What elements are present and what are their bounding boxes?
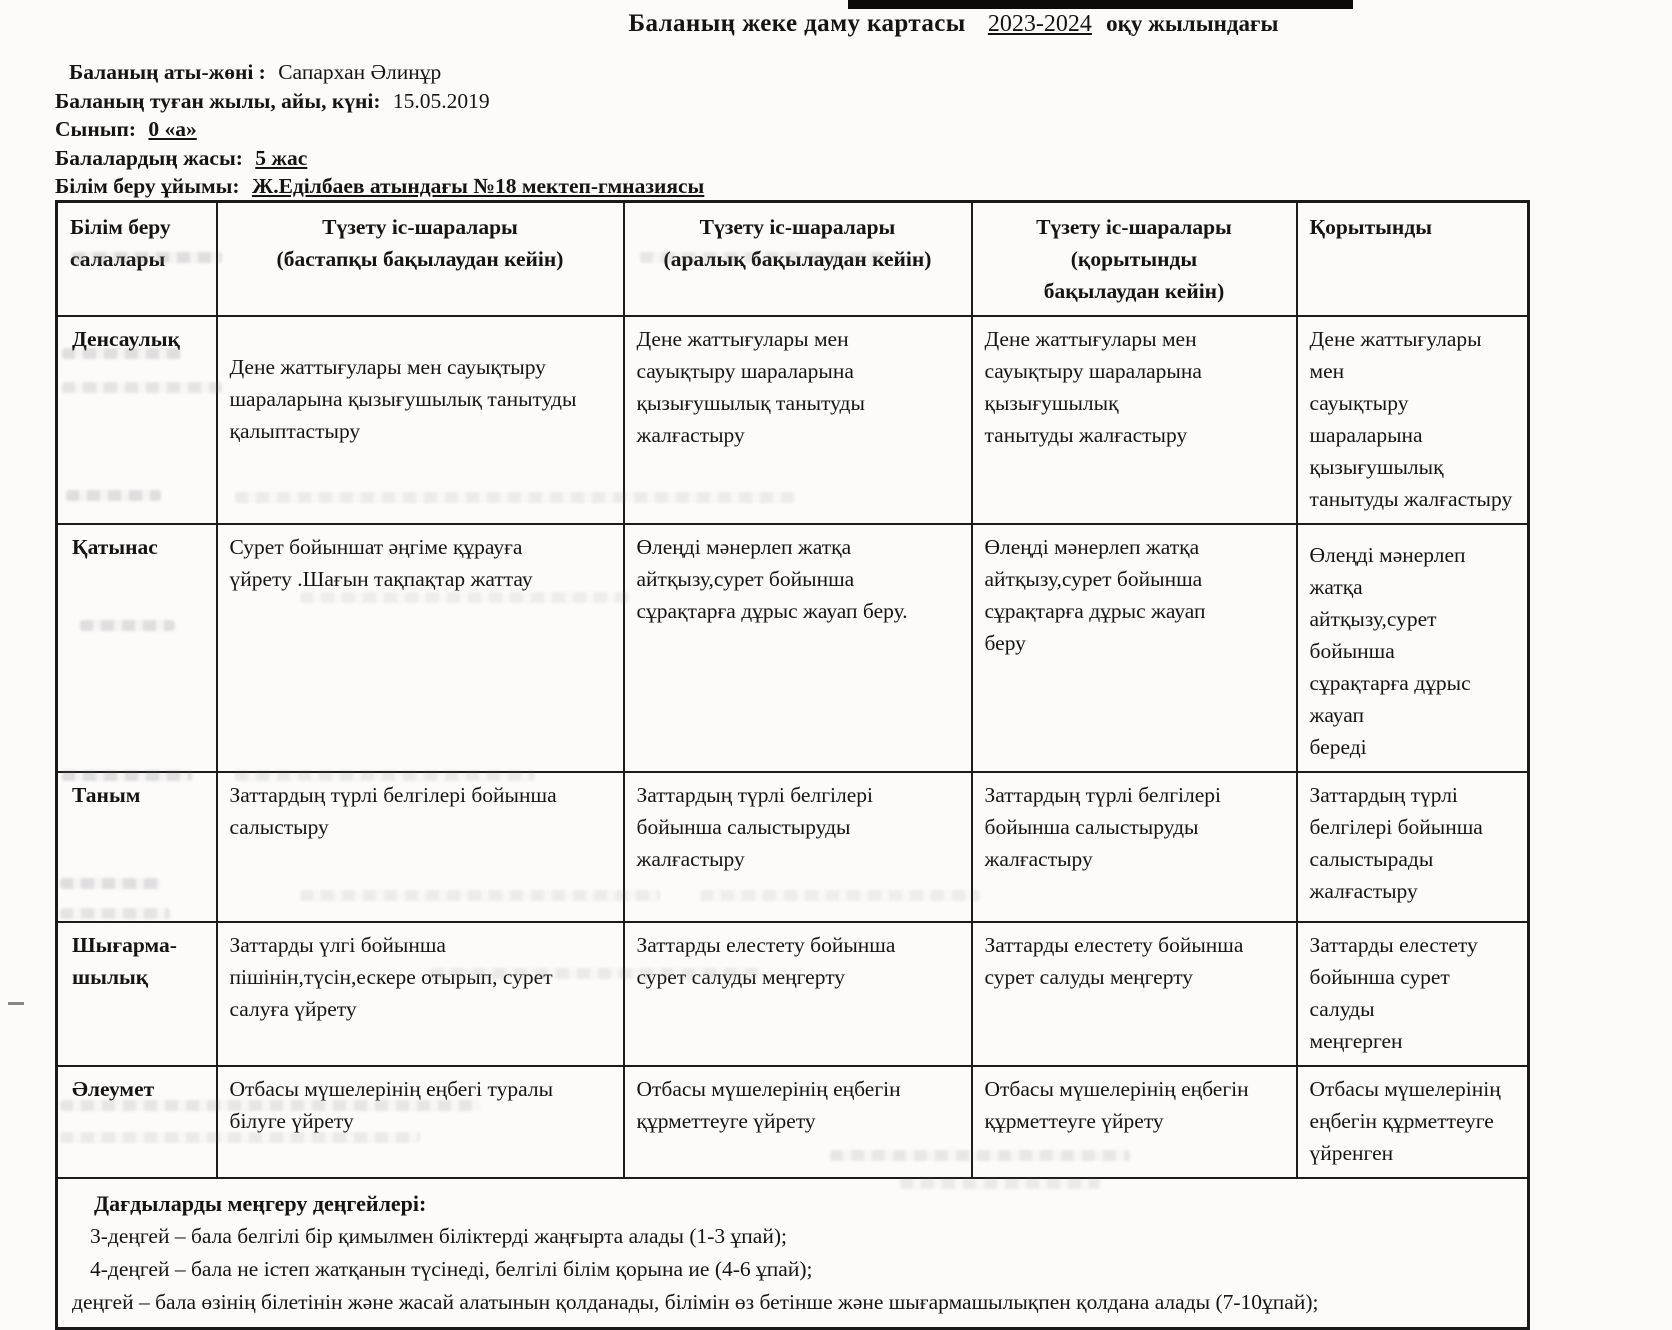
info-value-name: Сапархан Әлинұр <box>278 60 442 84</box>
cell-qatynas-final: Өлеңді мәнерлеп жатқа айтқызу,сурет бойы… <box>970 523 1298 773</box>
bleed-through-artifact <box>60 908 170 919</box>
table-row-shygarmashylyq: Шығарма- шылық Заттарды үлгі бойынша піш… <box>55 921 1530 1067</box>
bleed-through-artifact <box>700 890 980 901</box>
table-row-tanym: Таным Заттардың түрлі белгілері бойынша … <box>55 771 1530 923</box>
table-header-row: Білім беру салалары Түзету іс-шаралары (… <box>55 200 1530 317</box>
area-cell-densaulyq: Денсаулық <box>55 315 218 525</box>
bleed-through-artifact <box>830 1150 1130 1161</box>
info-line-organization: Білім беру ұйымы: Ж.Еділбаев атындағы №1… <box>55 172 704 201</box>
cell-densaulyq-final: Дене жаттығулары мен сауықтыру шараларын… <box>970 315 1298 525</box>
development-table: Білім беру салалары Түзету іс-шаралары (… <box>55 200 1530 1330</box>
legend-item-level3: 3-деңгей – бала белгілі бір қимылмен біл… <box>90 1224 787 1248</box>
cell-shygarmashylyq-initial: Заттарды үлгі бойынша пішінін,түсін,еске… <box>215 921 625 1067</box>
school-year-suffix: оқу жылындағы <box>1106 11 1279 36</box>
info-value-organization: Ж.Еділбаев атындағы №18 мектеп-гмназиясы <box>251 174 705 198</box>
cell-tanym-final: Заттардың түрлі белгілері бойынша салыст… <box>970 771 1298 923</box>
info-value-class: 0 «а» <box>148 117 197 141</box>
school-year: 2023-2024 <box>987 11 1092 37</box>
info-line-birthdate: Баланың туған жылы, айы, күні: 15.05.201… <box>55 87 704 116</box>
info-label-birthdate: Баланың туған жылы, айы, күні: <box>55 88 381 113</box>
cell-tanym-intermediate: Заттардың түрлі белгілері бойынша салыст… <box>622 771 973 923</box>
info-line-class: Сынып: 0 «а» <box>55 115 704 144</box>
area-cell-qatynas: Қатынас <box>55 523 218 773</box>
development-table-wrap: Білім беру салалары Түзету іс-шаралары (… <box>55 200 1530 1330</box>
legend-row: Дағдыларды меңгеру деңгейлері: 3-деңгей … <box>55 1177 1530 1330</box>
cell-qatynas-intermediate: Өлеңді мәнерлеп жатқа айтқызу,сурет бойы… <box>622 523 973 773</box>
info-line-age: Балалардың жасы: 5 жас <box>55 144 704 173</box>
document-title: Баланың жеке даму картасы <box>628 10 966 37</box>
info-line-name: Баланың аты-жөні : Сапархан Әлинұр <box>55 58 704 87</box>
header-education-areas: Білім беру салалары <box>55 200 218 317</box>
info-label-name: Баланың аты-жөні : <box>69 60 266 84</box>
legend-title: Дағдыларды меңгеру деңгейлері: <box>94 1191 427 1216</box>
scan-dash-artifact <box>8 1002 24 1005</box>
bleed-through-artifact <box>66 490 161 501</box>
cell-aleumet-initial: Отбасы мүшелерінің еңбегі туралы білуге … <box>215 1065 625 1179</box>
info-label-age: Балалардың жасы: <box>55 145 243 170</box>
cell-shygarmashylyq-conclusion: Заттарды елестету бойынша сурет салуды м… <box>1295 921 1530 1067</box>
document-title-line: Баланың жеке даму картасы 2023-2024 оқу … <box>0 10 1672 38</box>
cell-tanym-conclusion: Заттардың түрлі белгілері бойынша салыст… <box>1295 771 1530 923</box>
info-label-organization: Білім беру ұйымы: <box>55 174 240 198</box>
legend-item-level4: 4-деңгей – бала не істеп жатқанын түсіне… <box>90 1257 813 1281</box>
cell-aleumet-intermediate: Отбасы мүшелерінің еңбегін құрметтеуге ү… <box>622 1065 973 1179</box>
cell-qatynas-conclusion: Өлеңді мәнерлеп жатқа айтқызу,сурет бойы… <box>1295 523 1530 773</box>
cell-aleumet-final: Отбасы мүшелерінің еңбегін құрметтеуге ү… <box>970 1065 1298 1179</box>
student-info-block: Баланың аты-жөні : Сапархан Әлинұр Балан… <box>55 58 704 201</box>
info-value-age: 5 жас <box>255 145 308 170</box>
bleed-through-artifact <box>62 348 182 359</box>
table-row-aleumet: Әлеумет Отбасы мүшелерінің еңбегі туралы… <box>55 1065 1530 1179</box>
header-correction-final: Түзету іс-шаралары (қорытынды бақылаудан… <box>970 200 1298 317</box>
bleed-through-artifact <box>62 382 222 393</box>
area-cell-shygarmashylyq: Шығарма- шылық <box>55 921 218 1067</box>
bleed-through-artifact <box>235 770 535 781</box>
table-row-qatynas: Қатынас Сурет бойыншат әңгіме құрауға үй… <box>55 523 1530 773</box>
bleed-through-artifact <box>300 592 630 603</box>
table-row-densaulyq: Денсаулық Дене жаттығулары мен сауықтыру… <box>55 315 1530 525</box>
scan-redaction-bar <box>848 0 1353 9</box>
bleed-through-artifact <box>60 878 160 889</box>
bleed-through-artifact <box>60 1100 480 1111</box>
cell-shygarmashylyq-final: Заттарды елестету бойынша сурет салуды м… <box>970 921 1298 1067</box>
info-label-class: Сынып: <box>55 117 137 141</box>
bleed-through-artifact <box>900 1178 1100 1189</box>
cell-qatynas-initial: Сурет бойыншат әңгіме құрауға үйрету .Ша… <box>215 523 625 773</box>
bleed-through-artifact <box>300 890 660 901</box>
bleed-through-artifact <box>62 770 192 781</box>
info-value-birthdate: 15.05.2019 <box>392 88 490 113</box>
cell-densaulyq-initial: Дене жаттығулары мен сауықтыру шараларын… <box>215 315 625 525</box>
legend-cell: Дағдыларды меңгеру деңгейлері: 3-деңгей … <box>55 1177 1530 1330</box>
cell-aleumet-conclusion: Отбасы мүшелерінің еңбегін құрметтеуге ү… <box>1295 1065 1530 1179</box>
header-correction-intermediate: Түзету іс-шаралары (аралық бақылаудан ке… <box>622 200 973 317</box>
area-cell-aleumet: Әлеумет <box>55 1065 218 1179</box>
cell-tanym-initial: Заттардың түрлі белгілері бойынша салыст… <box>215 771 625 923</box>
bleed-through-artifact <box>430 968 760 979</box>
legend-item-level5: деңгей – бала өзінің білетінін және жаса… <box>72 1290 1319 1314</box>
header-conclusion: Қорытынды <box>1295 200 1530 317</box>
bleed-through-artifact <box>72 252 222 263</box>
bleed-through-artifact <box>60 1132 420 1143</box>
bleed-through-artifact <box>80 620 175 631</box>
area-cell-tanym: Таным <box>55 771 218 923</box>
bleed-through-artifact <box>640 252 890 263</box>
bleed-through-artifact <box>235 492 795 503</box>
header-correction-initial: Түзету іс-шаралары (бастапқы бақылаудан … <box>215 200 625 317</box>
cell-shygarmashylyq-intermediate: Заттарды елестету бойынша сурет салуды м… <box>622 921 973 1067</box>
cell-densaulyq-conclusion: Дене жаттығулары мен сауықтыру шараларын… <box>1295 315 1530 525</box>
cell-densaulyq-intermediate: Дене жаттығулары мен сауықтыру шараларын… <box>622 315 973 525</box>
